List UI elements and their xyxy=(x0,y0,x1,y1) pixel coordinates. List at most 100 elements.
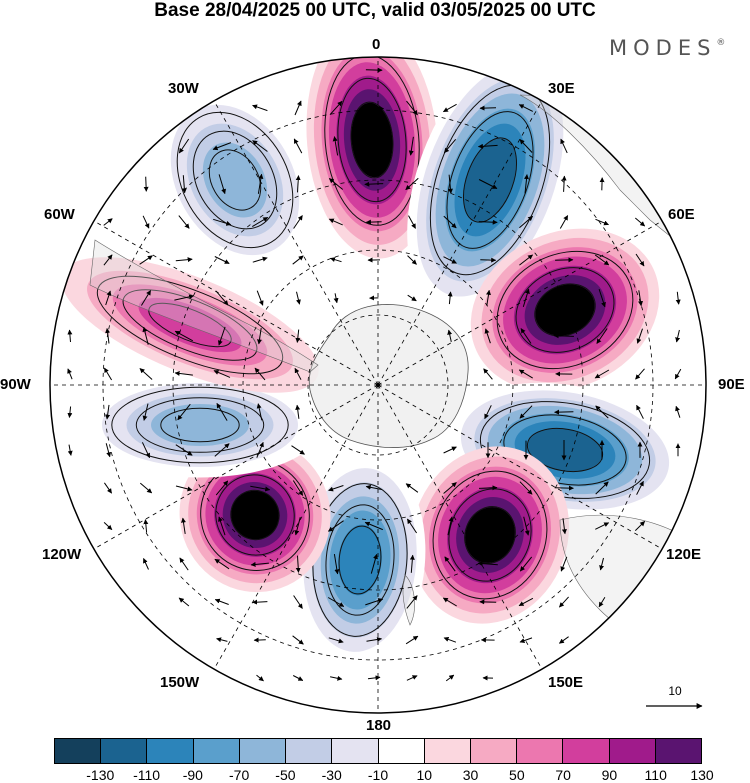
wind-vector-arrow xyxy=(598,288,606,308)
colorbar-tick-label: -30 xyxy=(321,767,342,783)
wind-vector-arrow xyxy=(406,100,418,116)
positive-anomaly xyxy=(470,228,660,392)
wind-vector-arrow xyxy=(523,516,530,536)
wind-vector-arrow xyxy=(599,557,605,571)
wind-vector-arrow xyxy=(635,368,645,380)
wind-vector-arrow xyxy=(518,369,533,379)
wind-vector-arrow xyxy=(214,443,230,457)
wind-vector-arrow xyxy=(367,675,381,681)
colorbar-swatch xyxy=(424,739,471,763)
wind-vector-arrow xyxy=(409,554,415,573)
wind-vector-arrow xyxy=(216,637,228,643)
colorbar-tick-label: 50 xyxy=(509,767,525,783)
wind-vector-arrow xyxy=(443,446,457,454)
wind-vector-arrow xyxy=(67,329,73,343)
colorbar-swatch xyxy=(286,739,333,763)
colorbar-tick-label: 110 xyxy=(644,767,667,783)
lon-label-120w: 120W xyxy=(42,546,82,563)
wind-vector-arrow xyxy=(522,288,530,308)
wind-vector-arrow xyxy=(218,516,226,536)
wind-vector-arrow xyxy=(250,521,270,531)
colorbar-swatch xyxy=(609,739,656,763)
colorbar-tick-label: -70 xyxy=(229,767,250,783)
wind-vector-arrow xyxy=(213,218,232,226)
wind-vector-arrow xyxy=(213,370,231,378)
anomaly-layer xyxy=(61,57,683,667)
wind-vector-arrow xyxy=(443,256,457,264)
colorbar-tick-label: -110 xyxy=(133,767,161,783)
wind-vector-arrow xyxy=(594,369,610,379)
wind-vector-arrow xyxy=(103,482,113,494)
colorbar-ticks: -130 -110 -90 -70 -50 -30 -10 10 30 50 70 90 110 130 xyxy=(0,767,750,783)
wind-vector-arrow xyxy=(478,179,498,189)
south-america-outline xyxy=(89,239,319,373)
wind-vector-arrow xyxy=(443,637,457,643)
wind-vector-arrow xyxy=(674,368,682,380)
lon-label-180: 180 xyxy=(366,717,392,734)
wind-vector-arrow xyxy=(370,553,378,574)
wind-vector-arrow xyxy=(594,254,610,266)
wind-vector-arrow xyxy=(364,142,384,151)
wind-vector-arrow xyxy=(364,181,384,187)
lon-label-0: 0 xyxy=(372,36,381,53)
wind-vector-arrow xyxy=(67,368,73,380)
wind-vector-arrow xyxy=(444,556,456,572)
wind-vector-arrow xyxy=(215,480,229,496)
wind-vector-arrow xyxy=(174,294,195,301)
wind-vector-arrow xyxy=(291,445,305,455)
wind-vector-arrow xyxy=(524,174,530,194)
wind-vector-arrow xyxy=(252,140,268,152)
wind-vector-arrow xyxy=(408,136,414,156)
wind-vector-arrow xyxy=(254,367,266,381)
wind-vector-arrow xyxy=(103,522,113,530)
wind-vector-arrow xyxy=(67,444,73,456)
wind-vector-arrow xyxy=(105,328,111,344)
wind-vector-arrow xyxy=(595,405,609,419)
wind-vector-arrow xyxy=(175,257,193,263)
wind-vector-arrow xyxy=(636,480,644,495)
wind-vector-arrow xyxy=(365,484,382,490)
wind-vector-arrow xyxy=(292,480,304,496)
wind-vector-arrow xyxy=(442,103,457,113)
positive-anomaly xyxy=(61,257,319,393)
wind-vector-arrow xyxy=(328,178,344,190)
wind-vector-arrow xyxy=(293,215,303,229)
wind-vector-arrow xyxy=(330,675,343,681)
colorbar-swatch xyxy=(655,739,702,763)
colorbar-tick-label: 10 xyxy=(416,767,433,783)
wind-vector-arrow xyxy=(519,481,533,495)
wind-vector-arrow xyxy=(635,253,645,267)
wind-vector-arrow xyxy=(675,329,681,343)
wind-vector-arrow xyxy=(518,597,534,607)
wind-vector-arrow xyxy=(143,558,149,570)
wind-vector-arrow xyxy=(333,554,340,575)
wind-vector-arrow xyxy=(217,326,226,346)
colorbar-tick-label: -50 xyxy=(275,767,296,783)
wind-vector-arrow xyxy=(257,328,262,345)
wind-vector-arrow xyxy=(675,291,681,305)
wind-vector-arrow xyxy=(174,370,193,376)
wind-vector-arrow xyxy=(675,405,681,418)
wind-vector-arrow xyxy=(214,256,230,264)
wind-vector-arrow xyxy=(295,175,301,193)
wind-vector-arrow xyxy=(447,516,454,536)
reference-vector-label: 10 xyxy=(668,684,682,698)
wind-vector-arrow xyxy=(142,326,149,345)
wind-vector-arrow xyxy=(328,485,344,492)
wind-vector-arrow xyxy=(478,219,498,225)
wind-vector-arrow xyxy=(218,174,226,195)
colorbar-swatch xyxy=(147,739,194,763)
lon-label-30w: 30W xyxy=(168,80,199,97)
wind-vector-arrow xyxy=(329,100,343,116)
colorbar-swatch xyxy=(470,739,518,763)
wind-vector-arrow xyxy=(636,328,643,344)
wind-vector-arrow xyxy=(519,405,533,419)
wind-vector-arrow xyxy=(328,218,343,226)
wind-vectors xyxy=(67,67,682,682)
wind-vector-arrow xyxy=(142,403,149,421)
wind-vector-arrow xyxy=(181,517,186,534)
wind-vector-arrow xyxy=(294,367,302,380)
wind-vector-arrow xyxy=(295,329,301,343)
wind-vector-arrow xyxy=(294,516,301,536)
wind-vector-arrow xyxy=(250,561,269,567)
